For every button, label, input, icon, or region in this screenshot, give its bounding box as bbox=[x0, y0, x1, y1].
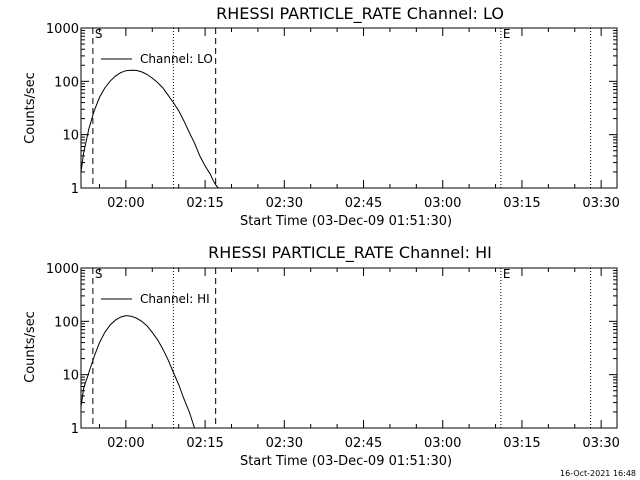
y-tick-label: 100 bbox=[54, 315, 79, 330]
chart-title: RHESSI PARTICLE_RATE Channel: HI bbox=[208, 243, 492, 263]
y-axis-label: Counts/sec bbox=[23, 311, 38, 383]
chart-panel-lo: RHESSI PARTICLE_RATE Channel: LO Counts/… bbox=[23, 4, 620, 229]
y-axis-label: Counts/sec bbox=[23, 72, 38, 144]
x-tick-label: 02:00 bbox=[107, 196, 144, 211]
y-tick-label: 10 bbox=[62, 369, 79, 384]
y-tick-label: 100 bbox=[54, 75, 79, 90]
x-tick-label: 03:00 bbox=[424, 196, 461, 211]
x-tick-label: 03:15 bbox=[503, 196, 540, 211]
plot-area: 02:00 02:15 02:30 02:45 03:00 03:15 03:30 1 10 10… bbox=[46, 22, 620, 211]
event-marker-label: S bbox=[95, 267, 103, 281]
x-axis-label: Start Time (03-Dec-09 01:51:30) bbox=[240, 454, 452, 469]
event-marker-label: E bbox=[503, 267, 511, 281]
chart-title: RHESSI PARTICLE_RATE Channel: LO bbox=[216, 4, 504, 24]
x-tick-label: 03:30 bbox=[582, 436, 619, 451]
x-tick-label: 03:00 bbox=[424, 436, 461, 451]
x-tick-label: 02:15 bbox=[186, 436, 223, 451]
x-tick-label: 02:45 bbox=[345, 436, 382, 451]
chart-panel-hi: RHESSI PARTICLE_RATE Channel: HI Counts/… bbox=[23, 243, 620, 469]
x-tick-label: 02:30 bbox=[266, 196, 303, 211]
x-tick-label: 02:15 bbox=[186, 196, 223, 211]
x-tick-label: 03:15 bbox=[503, 436, 540, 451]
y-tick-label: 1 bbox=[71, 422, 79, 437]
legend-entry: Channel: LO bbox=[140, 52, 213, 66]
event-marker-label: S bbox=[95, 27, 103, 41]
series-line bbox=[80, 69, 219, 189]
plot-frame bbox=[80, 267, 618, 429]
x-tick-label: 02:00 bbox=[107, 436, 144, 451]
series-line bbox=[80, 315, 195, 429]
x-tick-label: 02:30 bbox=[266, 436, 303, 451]
generation-timestamp: 16-Oct-2021 16:48 bbox=[560, 469, 636, 478]
plot-frame bbox=[80, 27, 618, 189]
x-axis-label: Start Time (03-Dec-09 01:51:30) bbox=[240, 214, 452, 229]
y-tick-label: 1 bbox=[71, 182, 79, 197]
plot-area: 02:00 02:15 02:30 02:45 03:00 03:15 03:30 1 10 10… bbox=[46, 262, 620, 451]
x-tick-label: 03:30 bbox=[582, 196, 619, 211]
event-marker-label: E bbox=[503, 27, 511, 41]
y-tick-label: 10 bbox=[62, 129, 79, 144]
y-tick-label: 1000 bbox=[46, 22, 79, 37]
y-tick-label: 1000 bbox=[46, 262, 79, 277]
x-tick-label: 02:45 bbox=[345, 196, 382, 211]
legend-entry: Channel: HI bbox=[140, 292, 210, 306]
